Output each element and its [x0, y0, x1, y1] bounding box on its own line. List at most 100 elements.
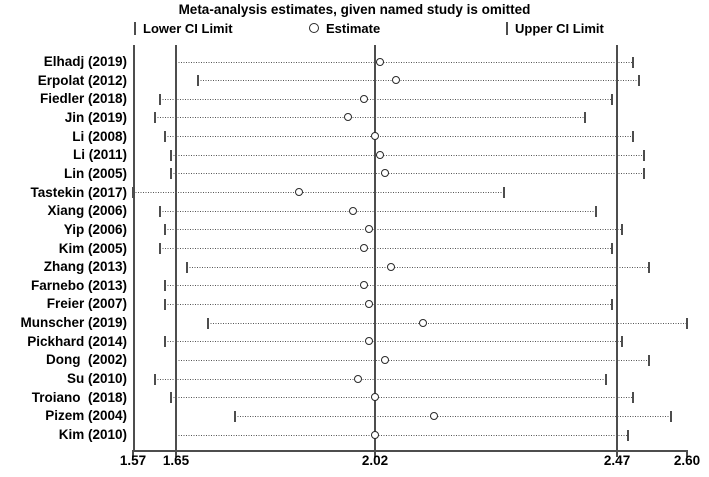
ci-line — [176, 434, 628, 436]
x-axis-tick-label: 1.65 — [162, 453, 190, 468]
x-axis-tick — [374, 452, 377, 457]
upper-ci-tick — [637, 75, 640, 87]
upper-ci-tick — [632, 56, 635, 68]
upper-ci-tick — [642, 149, 645, 161]
ref-line-upper-ci — [616, 45, 619, 450]
ci-line — [159, 248, 612, 249]
ci-line — [154, 117, 585, 119]
ci-line — [165, 341, 623, 343]
study-label: Yip (2006) — [63, 221, 127, 237]
ci-line — [165, 136, 634, 138]
ci-line — [197, 80, 639, 82]
study-label: Kim (2010) — [58, 427, 127, 442]
estimate-marker — [354, 374, 363, 383]
upper-ci-tick — [669, 410, 672, 422]
lower-ci-tick — [164, 280, 167, 292]
estimate-marker — [418, 318, 427, 327]
ci-line — [159, 210, 596, 212]
study-label: Fiedler (2018) — [39, 91, 127, 107]
estimate-marker — [365, 299, 374, 308]
upper-ci-tick — [632, 392, 635, 404]
legend-item-lower-ci: Lower CI Limit — [134, 20, 233, 36]
study-label: Zhang (2013) — [43, 259, 127, 275]
x-axis-tick-label: 2.60 — [673, 453, 701, 468]
x-axis-tick — [686, 452, 688, 457]
upper-ci-tick — [583, 112, 586, 124]
plot-area — [132, 45, 688, 457]
estimate-marker — [365, 337, 374, 346]
estimate-marker — [429, 411, 438, 420]
estimate-marker — [295, 188, 304, 197]
ref-line-lower-ci — [175, 45, 178, 450]
upper-ci-tick — [648, 354, 651, 366]
upper-ci-tick — [632, 131, 635, 143]
lower-ci-tick — [158, 205, 161, 217]
lower-ci-tick — [169, 392, 172, 404]
upper-ci-tick — [686, 317, 688, 329]
lower-ci-tick — [158, 93, 161, 105]
x-axis-tick — [132, 452, 134, 457]
lower-ci-tick — [164, 336, 167, 348]
ci-line — [186, 266, 650, 268]
lower-ci-tick — [158, 243, 161, 254]
ci-line — [170, 173, 644, 175]
upper-ci-tick — [642, 168, 645, 180]
upper-ci-tick — [621, 336, 624, 348]
ci-line — [165, 285, 618, 287]
estimate-marker — [343, 113, 352, 122]
upper-ci-tick-icon — [506, 21, 508, 35]
ci-line — [133, 192, 505, 194]
estimate-marker — [349, 206, 358, 215]
estimate-marker — [370, 393, 379, 402]
x-axis-tick — [616, 452, 619, 457]
upper-ci-tick — [605, 373, 608, 385]
lower-ci-tick — [196, 75, 199, 87]
lower-ci-tick — [153, 373, 156, 385]
y-axis-frame — [133, 45, 135, 450]
study-label: Freier (2007) — [46, 296, 127, 312]
chart-title: Meta-analysis estimates, given named stu… — [178, 2, 531, 17]
study-label: Pizem (2004) — [45, 408, 127, 424]
study-label: Li (2008) — [72, 128, 127, 144]
upper-ci-tick — [610, 93, 613, 105]
upper-ci-tick — [503, 187, 506, 199]
lower-ci-tick — [164, 298, 167, 310]
estimate-marker — [359, 281, 368, 290]
lower-ci-tick — [175, 56, 178, 68]
ci-line — [154, 378, 607, 380]
legend-item-upper-ci: Upper CI Limit — [506, 20, 604, 36]
upper-ci-tick — [616, 280, 619, 292]
upper-ci-tick — [610, 243, 613, 254]
study-label: Troiano (2018) — [31, 389, 127, 405]
lower-ci-tick — [164, 131, 167, 143]
estimate-marker — [359, 244, 368, 252]
lower-ci-tick — [185, 261, 188, 273]
legend-item-estimate: Estimate — [309, 20, 380, 36]
estimate-marker — [386, 262, 395, 271]
study-label: Elhadj (2019) — [43, 54, 127, 69]
lower-ci-tick — [234, 410, 237, 422]
upper-ci-tick — [610, 298, 613, 310]
study-label: Kim (2005) — [58, 240, 127, 256]
upper-ci-tick — [626, 429, 629, 441]
ci-line — [176, 61, 634, 63]
lower-ci-tick — [164, 224, 167, 236]
x-axis-tick-label: 1.57 — [119, 453, 147, 468]
x-axis-tick — [175, 452, 178, 457]
study-label: Dong (2002) — [45, 352, 127, 368]
legend-lower-ci-label: Lower CI Limit — [143, 20, 233, 36]
lower-ci-tick — [175, 354, 178, 366]
upper-ci-tick — [648, 261, 651, 273]
study-label: Pickhard (2014) — [27, 333, 127, 349]
legend-upper-ci-label: Upper CI Limit — [515, 20, 604, 36]
study-label: Li (2011) — [72, 147, 127, 163]
ci-line — [165, 229, 623, 231]
study-label: Tastekin (2017) — [30, 184, 127, 200]
ci-line — [170, 397, 634, 399]
upper-ci-tick — [621, 224, 624, 236]
ci-line — [165, 303, 612, 305]
estimate-marker — [381, 355, 390, 364]
lower-ci-tick-icon — [134, 21, 136, 35]
ci-line — [176, 359, 650, 361]
